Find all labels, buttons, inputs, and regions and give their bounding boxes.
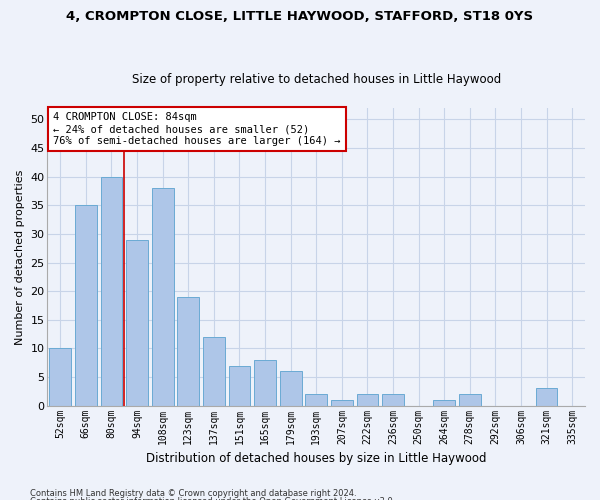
Text: 4 CROMPTON CLOSE: 84sqm
← 24% of detached houses are smaller (52)
76% of semi-de: 4 CROMPTON CLOSE: 84sqm ← 24% of detache… xyxy=(53,112,340,146)
Bar xyxy=(152,188,173,406)
Bar xyxy=(101,176,122,406)
Bar xyxy=(178,297,199,406)
Bar xyxy=(126,240,148,406)
Bar xyxy=(305,394,327,406)
Bar xyxy=(49,348,71,406)
Title: Size of property relative to detached houses in Little Haywood: Size of property relative to detached ho… xyxy=(131,73,501,86)
Bar xyxy=(203,337,225,406)
Bar xyxy=(356,394,379,406)
X-axis label: Distribution of detached houses by size in Little Haywood: Distribution of detached houses by size … xyxy=(146,452,487,465)
Bar xyxy=(433,400,455,406)
Text: 4, CROMPTON CLOSE, LITTLE HAYWOOD, STAFFORD, ST18 0YS: 4, CROMPTON CLOSE, LITTLE HAYWOOD, STAFF… xyxy=(67,10,533,23)
Bar xyxy=(254,360,276,406)
Bar xyxy=(536,388,557,406)
Text: Contains HM Land Registry data © Crown copyright and database right 2024.: Contains HM Land Registry data © Crown c… xyxy=(30,488,356,498)
Y-axis label: Number of detached properties: Number of detached properties xyxy=(15,169,25,344)
Text: Contains public sector information licensed under the Open Government Licence v3: Contains public sector information licen… xyxy=(30,498,395,500)
Bar xyxy=(229,366,250,406)
Bar xyxy=(280,372,302,406)
Bar xyxy=(331,400,353,406)
Bar xyxy=(382,394,404,406)
Bar xyxy=(75,206,97,406)
Bar xyxy=(459,394,481,406)
